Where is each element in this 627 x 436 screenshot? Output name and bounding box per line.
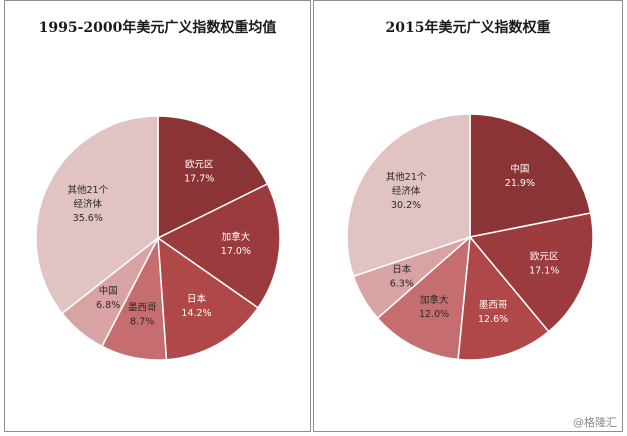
- slice-label: 其他21个经济体 35.6%: [68, 184, 109, 224]
- pie-slice: [157, 115, 269, 240]
- pie-slice: [457, 235, 550, 361]
- pie-chart-1995-2000: 欧元区 17.7% 加拿大 17.0% 日本 14.2% 墨西哥 8.7% 中国 6.8% 其他21…: [35, 115, 281, 361]
- pie-slice: [35, 115, 159, 315]
- slice-label: 墨西哥 8.7%: [128, 303, 157, 328]
- pie-chart-2015: 中国 21.9% 欧元区 17.1% 墨西哥 12.6% 加拿大 12.0%日本 6.3% 其他2…: [346, 113, 594, 361]
- chart-title: 1995-2000年美元广义指数权重均值: [38, 20, 277, 36]
- slice-label: 加拿大 12.0%: [419, 294, 449, 320]
- slice-label: 墨西哥 12.6%: [478, 300, 508, 325]
- slice-label: 其他21个经济体 30.2%: [386, 171, 427, 211]
- pie-slice: [156, 182, 281, 309]
- pie-slice: [468, 212, 594, 333]
- slice-label: 日本 6.3%: [390, 263, 414, 289]
- chart-panel-2015: 2015年美元广义指数权重 中国 21.9% 欧元区 17.1% 墨西哥 12.6% 加拿大…: [313, 0, 623, 432]
- chart-title: 2015年美元广义指数权重: [385, 20, 551, 36]
- watermark-label: @格隆汇: [573, 416, 617, 429]
- pie-slice: [376, 235, 471, 361]
- pie-slice: [469, 113, 592, 238]
- slice-label: 欧元区 17.7%: [184, 159, 214, 185]
- pie-slice: [157, 236, 260, 361]
- slice-label: 加拿大 17.0%: [221, 231, 251, 257]
- slice-label: 中国 21.9%: [505, 163, 535, 189]
- slice-label: 日本 14.2%: [181, 293, 211, 319]
- slice-label: 欧元区 17.1%: [529, 250, 559, 276]
- slice-label: 中国 6.8%: [96, 285, 120, 311]
- chart-panel-1995-2000: 1995-2000年美元广义指数权重均值 欧元区 17.7% 加拿大 17.0% 日本 1…: [4, 0, 311, 432]
- pie-slice: [346, 113, 471, 278]
